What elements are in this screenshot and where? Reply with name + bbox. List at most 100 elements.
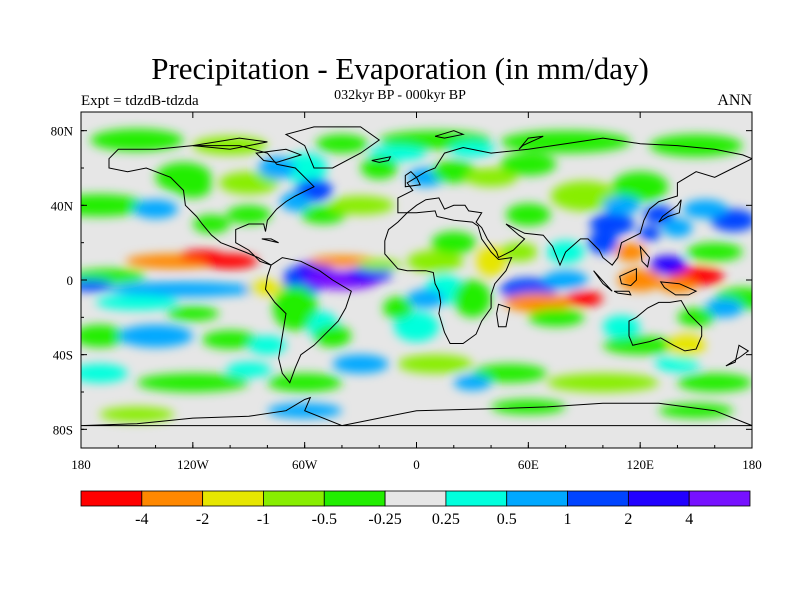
anomaly-patch	[81, 364, 128, 383]
lon-tick-label: 180	[742, 457, 762, 472]
colorbar-swatch	[506, 490, 568, 507]
anomaly-patch	[202, 330, 259, 350]
anomaly-patch	[108, 281, 259, 297]
anomaly-patch	[662, 218, 693, 237]
anomaly-patch	[356, 259, 402, 271]
anomaly-patch	[547, 373, 659, 393]
anomaly-patch	[602, 336, 678, 355]
coastline	[639, 244, 651, 268]
colorbar-swatch	[323, 490, 386, 507]
anomaly-patch	[226, 362, 272, 378]
colorbar-label: 0.5	[497, 511, 517, 528]
colorbar-swatch	[384, 490, 447, 507]
anomaly-patch	[248, 280, 286, 295]
anomaly-patch	[589, 212, 635, 236]
coastline	[384, 210, 513, 344]
anomaly-patch	[543, 270, 588, 290]
plot-title: Precipitation - Evaporation (in mm/day)	[151, 51, 649, 86]
anomaly-patch	[649, 134, 743, 157]
anomaly-patch	[267, 373, 343, 393]
coastline	[404, 171, 421, 188]
lon-tick-label: 120E	[626, 457, 654, 472]
anomaly-patch	[81, 194, 147, 217]
coastline	[264, 257, 352, 384]
coastline	[613, 290, 632, 296]
anomaly-patch	[407, 250, 464, 273]
colorbar-swatch	[445, 490, 508, 507]
anomaly-patch	[81, 324, 126, 348]
anomaly-patch	[504, 293, 572, 312]
anomaly-patch	[476, 246, 506, 277]
anomaly-patch	[638, 225, 661, 241]
anomaly-patch	[360, 156, 398, 180]
coastline	[658, 199, 682, 223]
lat-tick-label: 80S	[53, 422, 73, 437]
coastline	[192, 137, 268, 150]
anomaly-patch	[602, 315, 641, 338]
lon-tick-label: 120W	[177, 457, 210, 472]
colorbar-swatch	[202, 490, 264, 507]
colorbar-label: -4	[135, 511, 148, 528]
anomaly-patch	[99, 406, 175, 422]
coastline	[496, 303, 511, 328]
colorbar-label: -0.5	[312, 511, 337, 528]
lon-tick-label: 180	[71, 457, 91, 472]
anomaly-patch	[219, 171, 279, 195]
anomaly-patch	[394, 311, 439, 342]
coastline	[725, 344, 750, 367]
anomaly-patch	[612, 171, 669, 202]
colorbar-swatch	[567, 490, 629, 507]
anomaly-patch	[500, 130, 631, 154]
anomaly-patch	[369, 145, 426, 161]
lon-tick-label: 60W	[292, 457, 318, 472]
coastline	[255, 148, 303, 163]
anomaly-patch	[500, 242, 538, 262]
coastline	[593, 270, 613, 292]
anomaly-patch	[550, 181, 618, 211]
anomaly-patch	[136, 373, 249, 393]
anomaly-patch	[649, 255, 687, 275]
coastline	[284, 126, 381, 169]
coastline	[434, 130, 465, 139]
colorbar-label: -0.25	[368, 511, 401, 528]
colorbar-label: -1	[257, 511, 270, 528]
anomaly-patch	[453, 375, 491, 391]
anomaly-patch	[565, 291, 603, 307]
lon-tick-label: 0	[413, 457, 420, 472]
colorbar-swatch	[263, 490, 325, 507]
anomaly-patch	[683, 199, 728, 219]
anomaly-patch	[315, 134, 368, 153]
anomaly-patch	[588, 231, 618, 254]
lat-tick-label: 0	[67, 273, 74, 288]
anomaly-patch	[491, 399, 566, 415]
colorbar-swatch	[688, 490, 751, 507]
lat-tick-label: 80N	[51, 124, 74, 139]
anomaly-patch	[472, 364, 547, 383]
lat-tick-label: 40S	[53, 348, 73, 363]
anomaly-patch	[248, 336, 286, 355]
anomaly-patch	[282, 153, 328, 183]
colorbar-label: 2	[624, 511, 632, 528]
anomaly-patch	[431, 231, 477, 254]
anomaly-patch	[431, 160, 477, 183]
anomaly-patch	[226, 205, 272, 224]
anomaly-patch	[528, 308, 585, 327]
season-label: ANN	[717, 92, 752, 109]
anomaly-patch	[677, 373, 752, 393]
anomaly-patch	[332, 354, 389, 374]
anomaly-patch	[327, 196, 395, 215]
colorbar-label: 1	[564, 511, 572, 528]
anomaly-patch	[677, 308, 715, 327]
anomaly-patch	[314, 324, 352, 348]
colorbar-swatch	[627, 490, 690, 507]
plot-subtitle: 032kyr BP - 000kyr BP	[334, 88, 466, 103]
latitude-axis: 80N 40N 0 40S 80S	[51, 124, 752, 437]
anomaly-patch	[505, 203, 551, 226]
coastline	[397, 137, 752, 267]
anomaly-patch	[686, 242, 743, 262]
anomaly-patch	[705, 298, 743, 318]
anomaly-patch	[166, 306, 219, 322]
colorbar-swatch	[80, 490, 143, 507]
coastline	[628, 299, 703, 352]
